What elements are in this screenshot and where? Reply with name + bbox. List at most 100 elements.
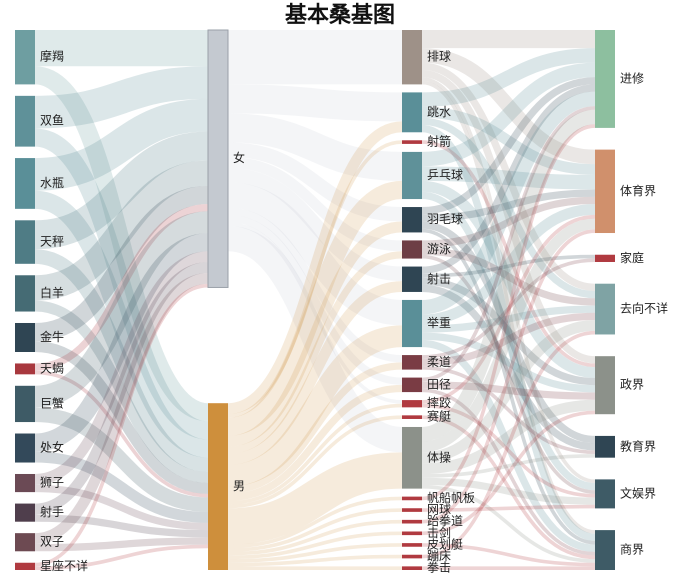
node-e794b0e5be84[interactable] <box>402 377 422 393</box>
link-e5a5b3-e4b992e4b993e79083 <box>227 113 403 181</box>
link-e794b7-e7bebde6af9be79083 <box>227 221 403 447</box>
link-e58f8ce5ad90-e794b7 <box>34 537 209 552</box>
node-e6b8b8e6b3b3[interactable] <box>402 240 422 259</box>
node-e4bd93e882b2e7958c[interactable] <box>595 149 615 234</box>
link-e5a5b3-e8b7b3e6b0b4 <box>227 84 403 122</box>
link-e8b7b3e6b0b4-e8bf9be4bfae <box>421 48 596 107</box>
node-label-e8b59be88987: 赛艇 <box>427 409 451 424</box>
node-label-e98791e7899b: 金牛 <box>40 329 64 344</box>
node-label-e58f8ce5ad90: 双子 <box>40 535 64 549</box>
node-e794b7[interactable] <box>208 403 228 570</box>
node-e8b59be88987[interactable] <box>402 415 422 419</box>
link-e794b7-e8b9a6e5ba8a <box>227 554 403 567</box>
node-e6b0b4e793b6[interactable] <box>15 158 35 209</box>
link-e6b8b8e6b3b3-e69687e5a8b1e7958c <box>421 254 596 494</box>
node-label-e799bde7be8a: 白羊 <box>40 285 64 300</box>
link-e78baee5ad90-e5a5b3 <box>34 251 209 485</box>
link-e4bd93e6938d-e69599e882b2e7958c <box>421 454 596 478</box>
node-e79aaee58892e88987[interactable] <box>402 543 422 547</box>
node-label-e79aaee58892e88987: 皮划艇 <box>427 537 463 551</box>
link-e5a5b3-e6b8b8e6b3b3 <box>227 156 403 252</box>
link-e4b992e4b993e79083-e694bfe7958c <box>421 180 596 378</box>
link-e4b8bee9878d-e4bd93e882b2e7958c <box>421 204 596 326</box>
node-e587bbe58991[interactable] <box>402 531 422 536</box>
node-e58f8ce5ad90[interactable] <box>15 533 35 552</box>
link-e5a4a9e7a7a4-e5a5b3 <box>34 131 209 250</box>
node-e5a484e5a5b3[interactable] <box>15 433 35 463</box>
node-e5b084e6898b[interactable] <box>15 503 35 522</box>
chart-title: 基本桑基图 <box>284 3 395 28</box>
node-e4bd93e6938d[interactable] <box>402 426 422 489</box>
node-label-e68bb3e587bb: 拳击 <box>427 560 451 575</box>
link-e5a5b3-e4b8bee9878d <box>227 182 403 326</box>
node-label-e5b084e7aead: 射箭 <box>427 134 451 149</box>
link-e68e92e79083-e58ebbe59091e4b88de8afa6 <box>421 62 596 291</box>
node-e59586e7958c[interactable] <box>595 530 615 570</box>
node-e69599e882b2e7958c[interactable] <box>595 435 615 458</box>
node-e5a4a9e7a7a4[interactable] <box>15 220 35 264</box>
link-e7bebde6af9be79083-e59586e7958c <box>421 228 596 545</box>
node-e5a5b3[interactable] <box>207 29 229 288</box>
link-e794b7-e587bbe58991 <box>227 531 403 560</box>
node-e691a9e7beaf[interactable] <box>15 30 35 85</box>
node-e5b7a8e89fb9[interactable] <box>15 385 35 423</box>
links-layer <box>33 29 596 571</box>
node-e4b8bee9878d[interactable] <box>402 299 422 348</box>
node-e78baee5ad90[interactable] <box>15 473 35 493</box>
node-e694bfe7958c[interactable] <box>595 356 615 415</box>
link-e5b084e6898b-e794b7 <box>34 514 209 538</box>
node-e5b084e7aead[interactable] <box>402 140 422 144</box>
link-e5a5b3-e7bebde6af9be79083 <box>227 142 403 222</box>
link-e5a5b3-e69f94e98193 <box>227 207 403 363</box>
link-e58f8ce9b1bc-e5a5b3 <box>34 66 209 129</box>
node-e98791e7899b[interactable] <box>15 322 35 352</box>
node-e8b786e68bb3e98193[interactable] <box>402 519 422 524</box>
node-label-e69f94e98193: 柔道 <box>427 355 451 369</box>
node-e58ebbe59091e4b88de8afa6[interactable] <box>595 283 615 335</box>
node-e5aeb6e5baad[interactable] <box>595 254 615 262</box>
link-e68e92e79083-e4bd93e882b2e7958c <box>421 48 596 165</box>
node-e7bebde6af9be79083[interactable] <box>402 207 422 233</box>
node-e68bb3e587bb[interactable] <box>402 566 422 570</box>
link-e794b7-e5b886e888b9e5b886e69dbf <box>227 496 403 549</box>
node-e58f8ce9b1bc[interactable] <box>15 95 35 147</box>
link-e794b7-e69194e8b7a4 <box>227 403 403 505</box>
node-label-e69194e8b7a4: 摔跤 <box>427 395 451 410</box>
node-e5b084e587bb[interactable] <box>402 266 422 292</box>
node-label-e691a9e7beaf: 摩羯 <box>40 49 64 64</box>
node-e5a4a9e89d8e[interactable] <box>15 363 35 375</box>
link-e7bebde6af9be79083-e8bf9be4bfae <box>421 77 596 215</box>
node-label-e5aeb6e5baad: 家庭 <box>620 250 644 265</box>
link-e69194e8b7a4-e69687e5a8b1e7958c <box>421 403 596 498</box>
link-e4b992e4b993e79083-e69687e5a8b1e7958c <box>421 191 596 491</box>
link-e5b7a8e89fb9-e5a5b3 <box>34 211 209 408</box>
link-e58f8ce5ad90-e5a5b3 <box>34 272 209 545</box>
link-e7bebde6af9be79083-e69599e882b2e7958c <box>421 221 596 444</box>
link-e5a5b3-e5b084e587bb <box>227 167 403 282</box>
link-e5b084e587bb-e69599e882b2e7958c <box>421 284 596 451</box>
node-e69194e8b7a4[interactable] <box>402 400 422 408</box>
node-e6989fe5baa7e4b88de8afa6[interactable] <box>15 562 35 570</box>
node-e69687e5a8b1e7958c[interactable] <box>595 479 615 509</box>
link-e5a484e5a5b3-e5a5b3 <box>34 233 209 452</box>
node-label-e6989fe5baa7e4b88de8afa6: 星座不详 <box>40 558 88 573</box>
node-label-e8bf9be4bfae: 进修 <box>620 70 644 85</box>
link-e5b7a8e89fb9-e794b7 <box>34 407 209 512</box>
link-e58f8ce9b1bc-e794b7 <box>33 128 210 440</box>
link-e69f94e98193-e5aeb6e5baad <box>421 258 596 359</box>
node-e799bde7be8a[interactable] <box>15 275 35 312</box>
link-e6989fe5baa7e4b88de8afa6-e5a5b3 <box>34 283 209 567</box>
node-e8b7b3e6b0b4[interactable] <box>402 92 422 133</box>
node-label-e78baee5ad90: 狮子 <box>40 476 64 490</box>
node-e8bf9be4bfae[interactable] <box>595 30 615 128</box>
node-e7bd91e79083[interactable] <box>402 508 422 512</box>
node-e68e92e79083[interactable] <box>402 30 422 85</box>
node-e8b9a6e5ba8a[interactable] <box>402 554 422 559</box>
link-e794b7-e4b8bee9878d <box>227 325 403 487</box>
link-e4b992e4b993e79083-e4bd93e882b2e7958c <box>421 166 596 190</box>
node-e69f94e98193[interactable] <box>402 355 422 370</box>
link-e794b7-e8b59be88987 <box>227 415 403 509</box>
node-e4b992e4b993e79083[interactable] <box>402 151 422 200</box>
node-e5b886e888b9e5b886e69dbf[interactable] <box>402 496 422 501</box>
